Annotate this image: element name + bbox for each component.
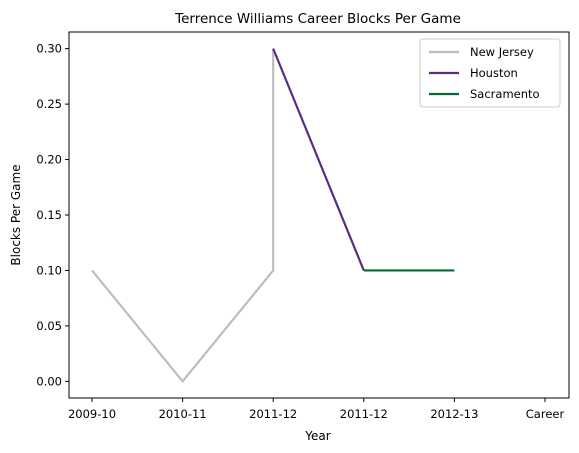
x-axis: 2009-10 2010-11 2011-12 2011-12 2012-13 Caree…	[68, 398, 565, 421]
x-tick-label: 2009-10	[68, 407, 116, 421]
y-tick-label: 0.15	[36, 208, 62, 222]
y-tick-label: 0.30	[36, 42, 62, 56]
y-axis-label: Blocks Per Game	[9, 164, 23, 265]
legend-label: New Jersey	[470, 45, 534, 59]
legend-frame	[419, 38, 561, 108]
x-tick-label: 2011-12	[340, 407, 388, 421]
series-line-houston	[272, 48, 365, 271]
y-tick-label: 0.10	[36, 263, 62, 277]
x-tick-label: 2011-12	[249, 407, 297, 421]
y-tick-label: 0.05	[36, 319, 62, 333]
y-axis: 0.00 0.05 0.10 0.15 0.20 0.25 0.30	[36, 42, 69, 388]
x-tick-label: 2010-11	[159, 407, 207, 421]
legend-label: Sacramento	[470, 87, 540, 101]
series-line-new-jersey	[91, 48, 275, 384]
series-layer	[91, 48, 455, 384]
y-tick-label: 0.00	[36, 374, 62, 388]
x-tick-label: 2012-13	[430, 407, 478, 421]
y-tick-label: 0.25	[36, 97, 62, 111]
chart-title: Terrence Williams Career Blocks Per Game	[174, 11, 461, 27]
x-tick-label: Career	[526, 407, 565, 421]
x-axis-label: Year	[304, 429, 330, 443]
legend: New Jersey Houston Sacramento	[419, 38, 561, 108]
legend-label: Houston	[470, 66, 518, 80]
y-tick-label: 0.20	[36, 153, 62, 167]
